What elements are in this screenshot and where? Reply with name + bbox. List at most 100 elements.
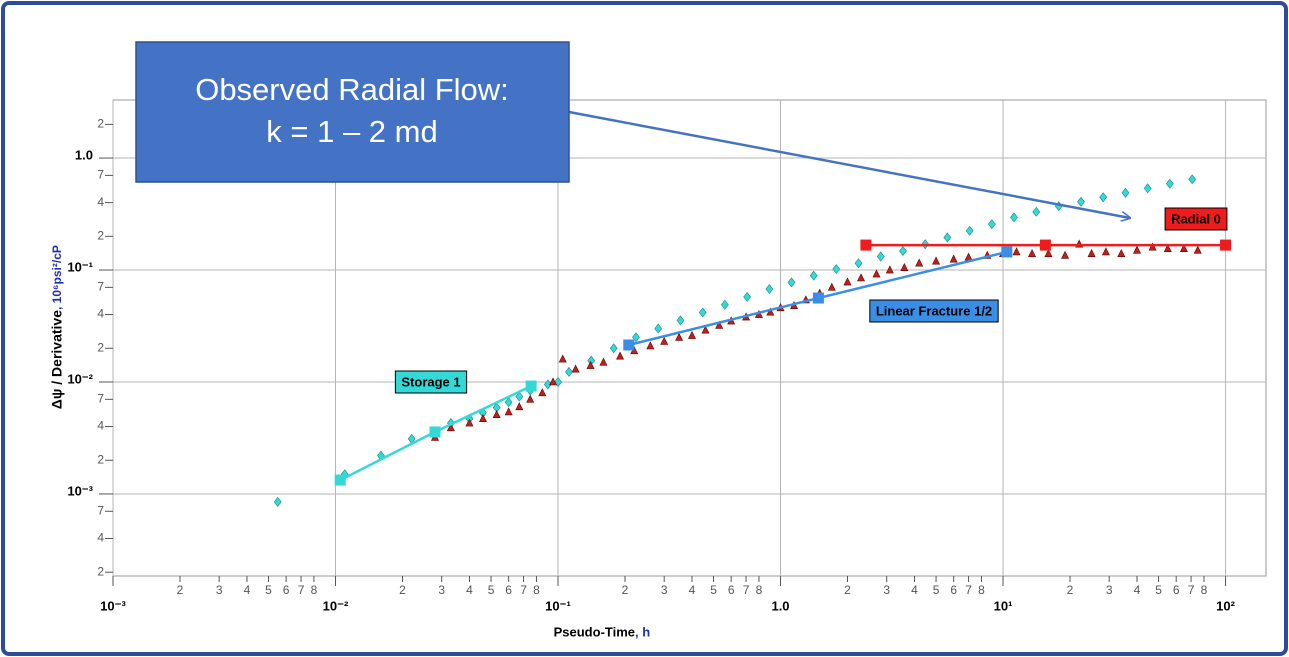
data-point: [1012, 247, 1021, 256]
data-point: [676, 315, 685, 326]
x-tick-label: 2: [844, 583, 851, 597]
x-tick-label: 7: [743, 583, 750, 597]
data-point: [1099, 192, 1108, 203]
data-point: [1044, 248, 1053, 257]
data-point: [965, 225, 974, 236]
data-point: [857, 273, 865, 282]
data-point: [701, 325, 710, 334]
fit-label-box: [394, 370, 468, 394]
data-point: [1148, 242, 1157, 251]
x-tick-label: 4: [466, 583, 473, 597]
x-tick-label: 6: [283, 583, 290, 597]
data-point: [504, 397, 513, 408]
x-tick-label: 2: [1067, 583, 1074, 597]
x-tick-label: 4: [689, 583, 696, 597]
y-tick-label: 2: [97, 452, 104, 466]
data-point: [1143, 183, 1152, 194]
data-point: [832, 264, 841, 275]
data-point: [504, 407, 513, 416]
annotation-box: [135, 41, 570, 183]
fit-handle: [334, 474, 346, 486]
data-point: [654, 323, 663, 334]
data-point: [899, 245, 907, 256]
data-point: [526, 394, 535, 403]
data-point: [646, 341, 655, 350]
x-tick-label: 7: [1188, 583, 1195, 597]
annotation-arrow: [568, 110, 1130, 218]
data-point: [1101, 247, 1110, 256]
x-tick-label: 8: [756, 583, 763, 597]
data-point: [549, 377, 558, 386]
data-point: [465, 418, 474, 427]
data-point: [1165, 178, 1174, 189]
fit-label: Radial 0: [1171, 211, 1221, 226]
data-point: [876, 251, 885, 262]
data-point: [827, 282, 836, 291]
data-point: [1077, 196, 1085, 207]
x-tick-label: 7: [298, 583, 305, 597]
data-point: [1061, 250, 1070, 259]
annotation-text: k = 1 – 2 md: [266, 114, 437, 149]
x-tick-label: 2: [399, 583, 406, 597]
fit-handle: [429, 426, 441, 438]
data-point: [698, 307, 707, 318]
data-point: [943, 232, 952, 243]
x-tick-label: 2: [177, 583, 184, 597]
fit-handle: [860, 239, 872, 251]
data-point: [538, 388, 547, 397]
x-tick-label: 1.0: [771, 598, 789, 613]
fit-handle: [1001, 246, 1013, 258]
data-point: [1179, 244, 1188, 253]
data-point: [609, 343, 618, 354]
data-point: [1028, 248, 1037, 257]
x-tick-label: 5: [265, 583, 272, 597]
x-tick-label: 5: [710, 583, 717, 597]
data-point: [809, 270, 818, 281]
data-point: [1193, 245, 1202, 254]
y-tick-label: 2: [97, 117, 104, 131]
y-tick-label: 7: [97, 168, 104, 182]
data-point: [660, 336, 669, 345]
fit-handle: [525, 380, 537, 392]
x-tick-label: 2: [622, 583, 629, 597]
x-tick-label: 3: [883, 583, 890, 597]
data-point: [446, 423, 455, 432]
y-tick-label: 2: [97, 340, 104, 354]
fit-label: Storage 1: [401, 374, 460, 389]
y-tick-label: 10⁻³: [67, 483, 93, 498]
x-tick-label: 8: [533, 583, 540, 597]
data-point: [885, 265, 894, 274]
data-point: [932, 256, 941, 265]
y-tick-label: 7: [97, 503, 104, 517]
data-point: [915, 258, 924, 267]
y-tick-label: 4: [97, 307, 104, 321]
fit-handle: [812, 292, 824, 304]
y-tick-label: 4: [97, 419, 104, 433]
x-tick-label: 4: [1134, 583, 1141, 597]
x-tick-label: 10⁻³: [100, 598, 126, 613]
x-tick-label: 3: [1106, 583, 1113, 597]
x-tick-label: 10⁻²: [323, 598, 349, 613]
data-point: [586, 360, 595, 369]
data-point: [1087, 248, 1096, 257]
y-tick-label: 10⁻²: [67, 371, 93, 386]
data-point: [1188, 174, 1197, 185]
x-tick-label: 10¹: [994, 598, 1013, 613]
data-point: [900, 262, 909, 271]
fit-label-box: [1164, 207, 1228, 231]
data-point: [715, 320, 724, 329]
data-point: [1032, 206, 1041, 217]
y-axis-label: Δψ / Derivative: [49, 310, 65, 409]
x-tick-label: 3: [438, 583, 445, 597]
x-tick-label: 8: [311, 583, 318, 597]
fit-label: Linear Fracture 1/2: [876, 303, 992, 318]
data-point: [787, 277, 796, 288]
x-tick-label: 6: [728, 583, 735, 597]
data-point: [743, 291, 752, 302]
data-point: [478, 414, 487, 422]
x-tick-label: 10²: [1216, 598, 1235, 613]
y-tick-label: 7: [97, 391, 104, 405]
data-point: [854, 258, 863, 269]
data-point: [687, 330, 696, 339]
